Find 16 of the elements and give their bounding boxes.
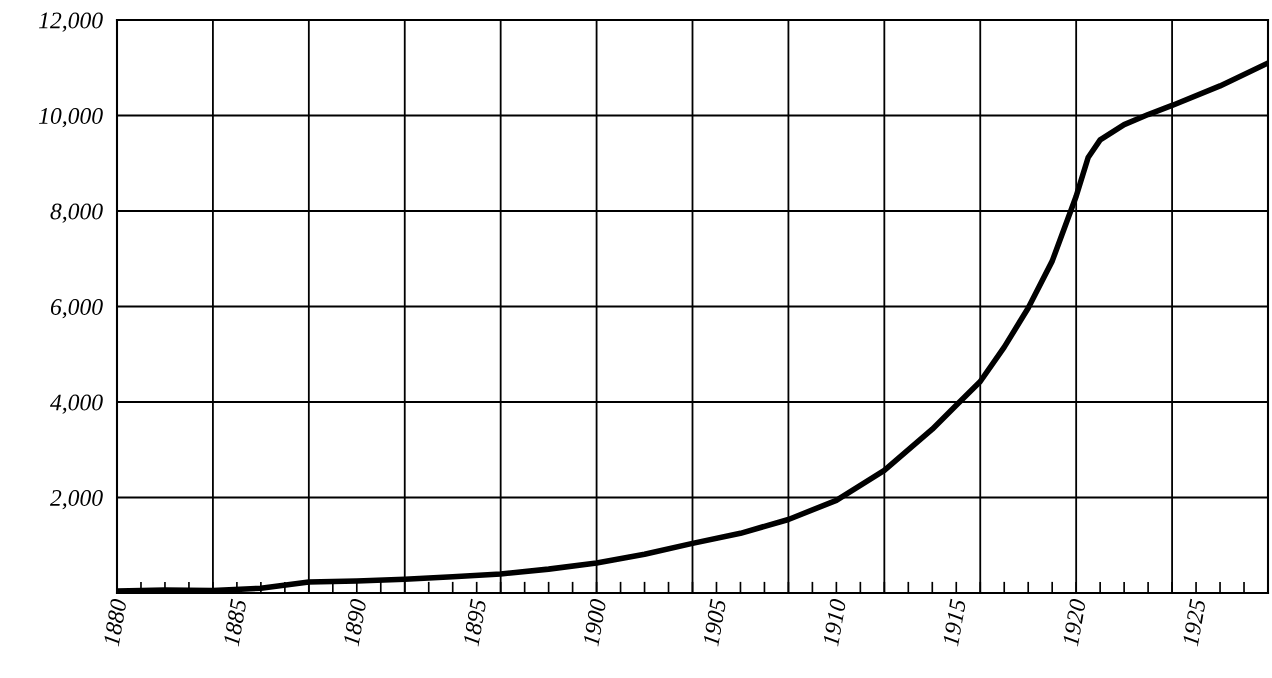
x-tick-label: 1925	[1182, 598, 1206, 647]
x-tick-label: 1915	[942, 598, 967, 647]
x-tick-label: 1920	[1062, 598, 1087, 647]
x-tick-label: 1880	[103, 598, 127, 647]
y-tick-label: 2,000	[50, 489, 103, 510]
x-tick-label: 1895	[462, 598, 487, 647]
y-tick-label: 10,000	[39, 107, 103, 128]
x-tick-label: 1905	[702, 598, 727, 647]
x-tick-label: 1885	[223, 598, 247, 647]
x-tick-label: 1910	[822, 598, 847, 647]
y-tick-label: 4,000	[50, 394, 103, 414]
y-tick-label: 6,000	[50, 298, 103, 319]
x-tick-label: 1890	[342, 598, 367, 647]
y-tick-label: 12,000	[39, 12, 103, 32]
y-tick-label: 8,000	[50, 203, 103, 223]
x-tick-label: 1900	[582, 598, 607, 647]
